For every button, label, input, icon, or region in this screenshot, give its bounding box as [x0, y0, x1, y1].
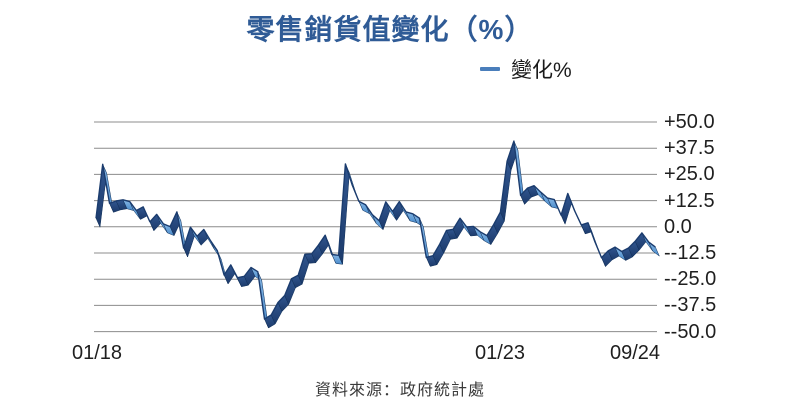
- y-axis-label: --50.0: [664, 321, 717, 343]
- chart-title: 零售銷貨值變化（%）: [246, 14, 534, 45]
- legend-label: 變化%: [511, 59, 572, 82]
- source-note: 資料來源：政府統計處: [314, 382, 485, 399]
- y-axis-label: --37.5: [664, 294, 717, 316]
- y-axis-label: +37.5: [664, 137, 715, 159]
- x-axis-label: 09/24: [609, 342, 661, 364]
- y-axis-label: +50.0: [664, 111, 715, 133]
- x-axis-label: 01/18: [71, 342, 123, 364]
- series-line: [95, 140, 656, 320]
- y-axis-label: --25.0: [664, 268, 717, 290]
- y-axis-label: +12.5: [664, 190, 715, 212]
- x-axis-label: 01/23: [474, 342, 526, 364]
- grid-lines: [94, 121, 657, 333]
- y-axis-label: 0.0: [664, 216, 692, 238]
- y-axis-label: --12.5: [664, 242, 717, 264]
- y-axis-label: +25.0: [664, 163, 715, 185]
- legend-line-marker-icon: [480, 67, 500, 71]
- legend: 變化%: [480, 54, 572, 84]
